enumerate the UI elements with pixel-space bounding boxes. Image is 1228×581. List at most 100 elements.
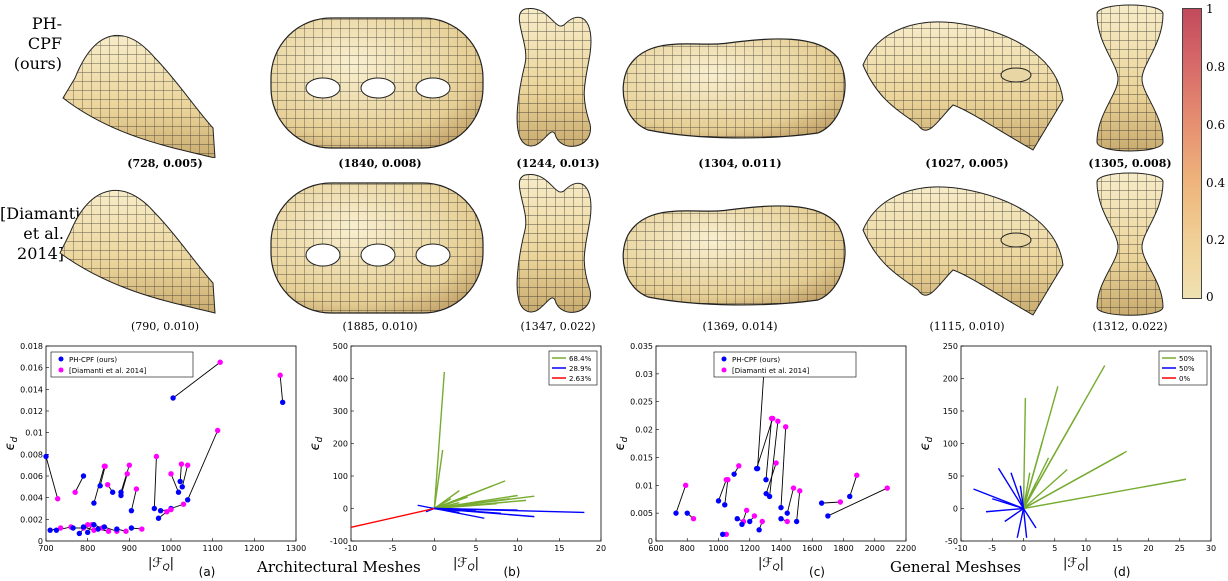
point-ours <box>101 524 108 530</box>
vector-green <box>433 490 460 510</box>
point-diamanti <box>133 486 140 492</box>
legend-green-label: 68.4% <box>569 355 592 363</box>
colorbar-tick-08: 0.8 <box>1206 60 1226 74</box>
caption-bottom-6: (1312, 0.022) <box>1092 320 1168 333</box>
x-tick-label: 0 <box>1021 544 1026 553</box>
x-axis-label: |ℱQ| <box>148 556 174 573</box>
caption-top-2: (1840, 0.008) <box>338 157 422 170</box>
pair-connector <box>172 361 221 399</box>
pair-connector <box>765 462 777 494</box>
point-diamanti <box>180 501 187 507</box>
point-ours <box>778 504 784 511</box>
y-tick-label: 300 <box>333 407 348 416</box>
y-tick-label: 0.035 <box>630 342 653 351</box>
pair-connector <box>181 465 189 487</box>
caption-top-3: (1244, 0.013) <box>516 157 600 170</box>
y-tick-label: 500 <box>333 342 348 351</box>
x-tick-label: 1300 <box>286 544 306 553</box>
pair-connector <box>756 418 774 469</box>
point-ours <box>91 522 97 528</box>
x-tick-label: -5 <box>988 544 996 553</box>
x-tick-label: 800 <box>80 544 95 553</box>
x-tick-label: 1200 <box>244 544 264 553</box>
colorbar-tick-04: 0.4 <box>1206 176 1226 190</box>
point-ours <box>128 507 135 514</box>
caption-top-5: (1027, 0.005) <box>925 157 1009 170</box>
vector-green <box>1023 478 1187 510</box>
point-ours <box>684 510 690 516</box>
vector-blue <box>992 498 1024 510</box>
vector-green <box>1022 472 1031 509</box>
vector-green <box>434 502 497 510</box>
x-tick-label: 5 <box>1052 544 1057 553</box>
y-tick-label: 0.016 <box>20 364 43 373</box>
pair-connector <box>849 475 858 497</box>
legend-box <box>713 351 857 378</box>
mesh-architectural-1-diamanti <box>59 189 216 314</box>
plot-c: 600 800 1000 1200 1400 1600 1800 2000 2200 0 0.005… <box>613 342 916 579</box>
panel-tag: (b) <box>504 565 521 579</box>
point-diamanti <box>884 485 890 491</box>
vector-blue <box>1010 472 1025 509</box>
x-tick-label: 0 <box>432 544 437 553</box>
x-tick-label: 900 <box>122 544 137 553</box>
mesh-architectural-1-ours <box>62 34 216 158</box>
y-tick-label: 0.015 <box>630 453 653 462</box>
plot-a: 700 800 900 1000 1100 1200 1300 0 0.002 0.004 0.00… <box>3 342 306 579</box>
caption-top-4: (1304, 0.011) <box>698 157 782 170</box>
caption-bottom-3: (1347, 0.022) <box>520 320 596 333</box>
y-axis-label: ϵd <box>3 436 20 450</box>
mesh-architectural-2-diamanti <box>862 186 1064 316</box>
section-architectural: Architectural Meshes <box>257 558 421 576</box>
pair-connector <box>765 418 773 480</box>
y-tick-label: 0.002 <box>20 515 43 524</box>
vector-blue <box>434 507 452 511</box>
point-ours <box>70 525 76 531</box>
pair-connector <box>187 430 219 501</box>
row-label-ours-line1: PH-CPF <box>27 14 62 53</box>
y-tick-label: 250 <box>943 342 958 351</box>
panel-tag: (a) <box>199 565 216 579</box>
point-diamanti <box>725 477 731 483</box>
y-tick-label: 0.006 <box>20 472 43 481</box>
row-label-diamanti-line2: et al. 2014] <box>17 224 64 263</box>
vector-blue <box>417 504 435 510</box>
point-ours <box>53 527 60 533</box>
pair-connector <box>179 464 182 482</box>
point-ours <box>175 489 182 495</box>
legend-marker-ours <box>721 356 727 362</box>
point-diamanti <box>770 415 776 422</box>
x-axis-label: |ℱQ| <box>758 556 784 573</box>
pair-connector <box>796 490 801 522</box>
vector-blue <box>434 507 485 519</box>
y-tick-label: 0.025 <box>630 398 653 407</box>
x-tick-label: 2200 <box>896 544 916 553</box>
point-ours <box>114 526 120 532</box>
vector-green <box>1022 409 1081 509</box>
point-ours <box>47 527 53 533</box>
mesh-bone-ours <box>516 8 592 147</box>
legend-red-label: 0% <box>1179 375 1190 383</box>
point-ours <box>109 489 116 495</box>
point-diamanti <box>736 463 742 469</box>
pair-connector <box>827 487 888 517</box>
point-diamanti <box>124 471 130 477</box>
mesh-hyperboloid-ours <box>1096 4 1164 152</box>
point-ours <box>753 465 760 472</box>
y-tick-label: 400 <box>333 375 348 384</box>
row-label-ours-line2: (ours) <box>13 54 62 73</box>
caption-bottom-1: (790, 0.010) <box>130 320 200 333</box>
x-tick-label: -5 <box>389 544 397 553</box>
point-ours <box>784 510 790 516</box>
x-tick-label: 1800 <box>833 544 853 553</box>
point-ours <box>722 502 728 508</box>
legend-label-diamanti: [Diamanti et al. 2014] <box>732 367 810 375</box>
point-diamanti <box>72 489 78 495</box>
point-diamanti <box>690 516 697 522</box>
pair-connector <box>821 501 841 504</box>
pair-connector <box>724 479 729 505</box>
point-diamanti <box>759 518 765 525</box>
legend-label-ours: PH-CPF (ours) <box>69 356 117 364</box>
legend-marker-diamanti <box>58 367 64 373</box>
point-ours <box>128 525 135 531</box>
